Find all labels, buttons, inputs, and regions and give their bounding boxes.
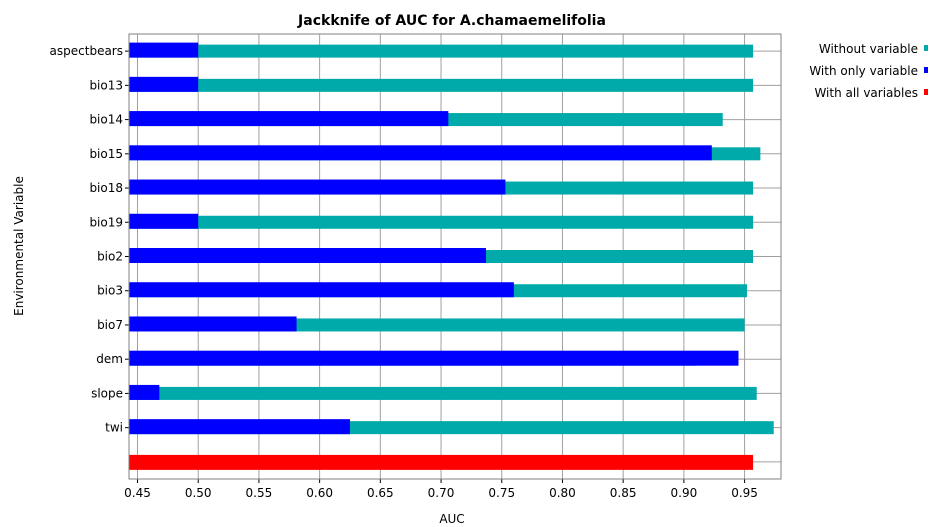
x-tick-label: 0.95 [731,486,758,500]
legend-swatch-0 [924,45,928,51]
bar-only-bio19 [129,213,199,229]
bar-only-bio15 [129,145,712,161]
legend-label-1: With only variable [809,64,918,78]
y-tick-label-aspectbears: aspectbears [50,44,123,58]
legend-label-0: Without variable [819,42,918,56]
y-tick-label-bio14: bio14 [89,113,123,127]
x-tick-label: 0.55 [246,486,273,500]
bar-only-bio2 [129,248,486,263]
y-tick-label-dem: dem [96,352,123,366]
bar-without-slope [129,386,757,400]
bar-only-twi [129,419,350,435]
x-tick-label: 0.45 [124,486,151,500]
y-tick-label-bio19: bio19 [89,215,123,229]
y-tick-label-bio18: bio18 [89,181,123,195]
y-tick-label-bio3: bio3 [97,284,123,298]
bar-without-aspectbears [129,44,754,58]
y-tick-label-bio15: bio15 [89,147,123,161]
y-tick-label-bio2: bio2 [97,250,123,264]
bar-without-bio13 [129,78,754,92]
x-tick-label: 0.85 [610,486,637,500]
y-tick-label-slope: slope [91,386,123,400]
y-axis-label: Environmental Variable [12,176,26,316]
legend-swatch-1 [924,67,928,73]
bar-without-bio19 [129,215,754,229]
bar-only-bio3 [129,282,514,298]
legend: Without variable With only variable With a… [809,42,928,100]
x-tick-label: 0.80 [549,486,576,500]
y-tick-label-bio7: bio7 [97,318,123,332]
x-tick-label: 0.65 [367,486,394,500]
bar-only-bio18 [129,179,506,195]
plot-frame [128,33,782,480]
bar-only-bio7 [129,316,297,332]
y-tick-labels: aspectbears bio13 bio14 bio15 bio18 bio19 bio2… [50,44,129,435]
legend-swatch-2 [924,89,928,95]
x-tick-label: 0.50 [185,486,212,500]
y-tick-label-bio13: bio13 [89,78,123,92]
bar-only-aspectbears [129,42,199,58]
x-tick-label: 0.70 [428,486,455,500]
bar-only-bio14 [129,111,449,127]
bar-all-variables [129,454,754,470]
x-tick-labels: 0.45 0.50 0.55 0.60 0.65 0.70 0.75 0.80 0.85 0.90… [124,479,758,500]
x-tick-label: 0.75 [488,486,515,500]
bars [129,42,774,470]
chart-title: Jackknife of AUC for A.chamaemelifolia [297,13,606,29]
bar-only-slope [129,384,160,400]
x-axis-label: AUC [439,512,464,526]
bar-only-bio13 [129,76,199,92]
x-tick-label: 0.90 [671,486,698,500]
y-tick-label-twi: twi [105,421,123,435]
bar-only-dem [129,350,739,366]
legend-label-2: With all variables [814,86,918,100]
x-tick-label: 0.60 [306,486,333,500]
